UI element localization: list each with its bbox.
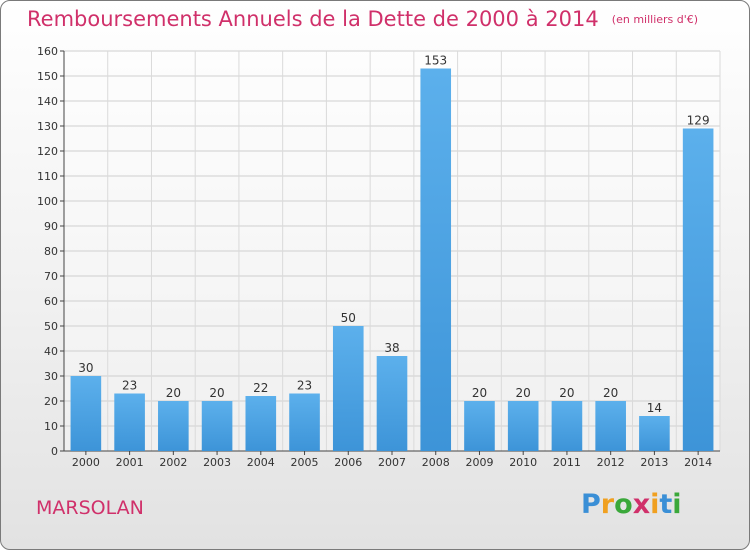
x-tick-label: 2000 [72,456,100,469]
axes: 0 10 20 30 40 50 60 70 80 90 100 110 120 130 140 150 160… [37,45,720,469]
y-tick-label: 150 [37,70,58,83]
x-tick-label: 2001 [116,456,144,469]
y-tick-label: 130 [37,120,58,133]
y-tick-label: 110 [37,170,58,183]
bar [70,376,102,451]
y-tick-label: 140 [37,95,58,108]
x-tick-label: 2003 [203,456,231,469]
bar [289,393,320,451]
title-row: Remboursements Annuels de la Dette de 20… [27,7,698,31]
bar [376,356,408,451]
x-tick-label: 2006 [334,456,362,469]
x-tick-label: 2005 [291,456,319,469]
data-label: 129 [687,114,710,128]
logo-letter: i [672,489,682,520]
data-label: 50 [341,311,356,325]
y-tick-label: 160 [37,45,58,58]
data-label: 38 [384,341,399,355]
data-label: 20 [559,386,574,400]
x-tick-label: 2012 [597,456,625,469]
x-tick-label: 2011 [553,456,581,469]
y-tick-label: 70 [44,270,58,283]
logo-letter: x [632,489,651,520]
logo-letter: r [600,489,615,520]
bar [201,401,233,451]
data-label: 20 [166,386,181,400]
bar [114,393,145,451]
data-label: 20 [209,386,224,400]
bar-chart: 0 10 20 30 40 50 60 70 80 90 100 110 120 130 140 150 160… [37,45,721,469]
bar [682,128,714,451]
x-tick-label: 2009 [465,456,493,469]
proxiti-logo: Proxiti [581,489,682,520]
data-labels: 30 23 20 20 22 23 50 38 153 20 20 20 20 14 129 [78,54,709,416]
y-tick-label: 120 [37,145,58,158]
y-tick-label: 60 [44,295,58,308]
data-label: 20 [603,386,618,400]
bars [70,68,714,451]
bar [158,401,189,451]
chart-subtitle: (en milliers d'€) [611,13,699,26]
logo-letter: i [650,489,660,520]
x-tick-label: 2010 [509,456,537,469]
data-label: 23 [297,379,312,393]
y-tick-label: 80 [44,245,58,258]
bar [551,401,583,451]
bar [639,416,670,451]
x-tick-label: 2014 [684,456,712,469]
data-label: 23 [122,379,137,393]
logo-letter: o [614,489,633,520]
commune-name: MARSOLAN [36,497,144,519]
x-tick-label: 2007 [378,456,406,469]
bar [420,68,452,451]
data-label: 20 [472,386,487,400]
x-tick-label: 2013 [640,456,668,469]
bar [245,396,277,451]
data-label: 14 [647,401,662,415]
y-tick-label: 100 [37,195,58,208]
y-tick-label: 10 [44,420,58,433]
data-label: 20 [516,386,531,400]
y-tick-label: 20 [44,395,58,408]
x-tick-label: 2004 [247,456,275,469]
chart-title: Remboursements Annuels de la Dette de 20… [27,7,599,31]
bar [332,326,364,451]
data-label: 22 [253,381,268,395]
bar [595,401,626,451]
logo-letter: t [659,489,673,520]
x-tick-label: 2008 [422,456,450,469]
bar [464,401,495,451]
bar [507,401,539,451]
data-label: 153 [424,54,447,68]
y-tick-label: 90 [44,220,58,233]
logo-letter: P [581,489,601,520]
y-tick-label: 0 [51,445,58,458]
y-tick-label: 50 [44,320,58,333]
x-tick-label: 2002 [159,456,187,469]
data-label: 30 [78,361,93,375]
y-tick-label: 40 [44,345,58,358]
y-tick-label: 30 [44,370,58,383]
